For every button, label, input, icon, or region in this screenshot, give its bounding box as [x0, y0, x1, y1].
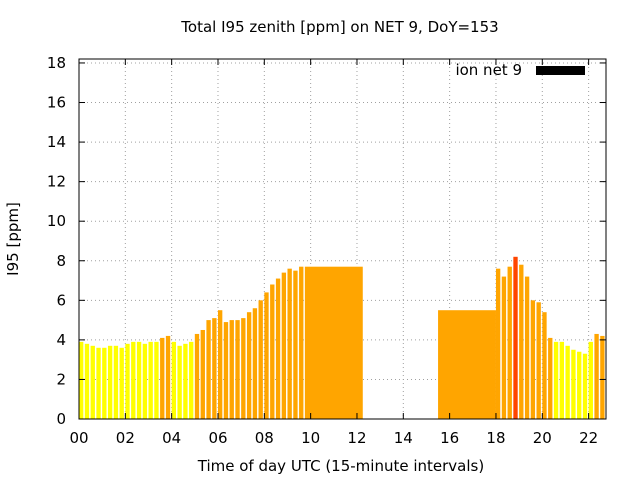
- bar: [299, 266, 304, 419]
- bar: [107, 345, 113, 419]
- chart-title: Total I95 zenith [ppm] on NET 9, DoY=153: [180, 18, 498, 36]
- bar: [264, 292, 269, 419]
- bar: [241, 318, 246, 419]
- bar: [84, 343, 90, 419]
- bar: [102, 347, 107, 419]
- bar: [148, 341, 153, 419]
- y-tick-label: 10: [47, 212, 66, 230]
- bar: [600, 335, 605, 419]
- bar: [565, 345, 570, 419]
- bar: [142, 343, 148, 419]
- bar: [246, 312, 252, 419]
- y-tick-label: 18: [47, 54, 66, 72]
- x-tick-label: 02: [116, 429, 135, 447]
- bar: [212, 318, 217, 419]
- bar: [559, 341, 565, 419]
- ticks: [78, 59, 606, 420]
- bar: [438, 310, 496, 419]
- bar: [217, 310, 223, 419]
- x-tick-label: 14: [394, 429, 413, 447]
- bar: [79, 341, 84, 419]
- bar: [577, 351, 582, 419]
- bar: [165, 335, 171, 419]
- x-tick-label: 10: [301, 429, 320, 447]
- bar: [582, 353, 588, 419]
- bar: [177, 345, 182, 419]
- bar: [495, 268, 501, 419]
- x-tick-label: 20: [533, 429, 552, 447]
- legend-swatch: [536, 66, 585, 75]
- bar: [258, 300, 263, 419]
- bar: [171, 341, 177, 419]
- bar: [270, 284, 275, 419]
- bar: [96, 347, 101, 419]
- x-tick-label: 08: [255, 429, 274, 447]
- x-tick-label: 22: [579, 429, 598, 447]
- bar: [548, 337, 553, 419]
- bar: [119, 347, 124, 419]
- bar: [275, 278, 281, 419]
- y-tick-label: 14: [47, 133, 66, 151]
- bar: [125, 343, 130, 419]
- bar: [90, 345, 95, 419]
- bar: [160, 337, 165, 419]
- bar: [194, 333, 200, 419]
- legend-label: ion net 9: [455, 61, 522, 79]
- bar: [293, 270, 298, 419]
- x-tick-label: 18: [486, 429, 505, 447]
- bar: [553, 341, 559, 419]
- bar: [281, 272, 287, 419]
- x-tick-label: 16: [440, 429, 459, 447]
- x-tick-label: 06: [208, 429, 227, 447]
- bar: [154, 341, 159, 419]
- bar: [304, 266, 363, 419]
- bar: [571, 349, 576, 419]
- bar: [200, 329, 205, 419]
- y-axis-label: I95 [ppm]: [4, 202, 22, 276]
- bar: [235, 320, 240, 419]
- bar: [131, 341, 136, 419]
- bar: [136, 341, 142, 419]
- bar: [113, 345, 119, 419]
- x-axis-label: Time of day UTC (15-minute intervals): [197, 457, 484, 475]
- bar: [501, 276, 507, 419]
- bar: [287, 268, 292, 419]
- bar: [594, 333, 599, 419]
- bar: [542, 312, 547, 419]
- bar: [588, 341, 593, 419]
- bar: [536, 302, 541, 419]
- bar: [524, 276, 530, 419]
- x-tick-labels: 00 02 04 06 08 10 12 14 16 18 20 22: [69, 429, 598, 447]
- bar: [223, 322, 229, 419]
- y-tick-labels: 0 2 4 6 8 10 12 14 16 18: [47, 54, 66, 428]
- bar: [183, 343, 188, 419]
- bar: [206, 320, 211, 419]
- x-tick-label: 00: [69, 429, 88, 447]
- y-tick-label: 16: [47, 94, 66, 112]
- bars: [79, 256, 605, 419]
- y-tick-label: 2: [56, 370, 66, 388]
- y-tick-label: 12: [47, 173, 66, 191]
- bar: [530, 300, 536, 419]
- bar: [519, 264, 524, 419]
- y-tick-label: 8: [56, 252, 66, 270]
- y-tick-label: 4: [56, 331, 66, 349]
- bar: [507, 266, 512, 419]
- x-tick-label: 12: [347, 429, 366, 447]
- y-tick-label: 0: [56, 410, 66, 428]
- legend: ion net 9: [455, 61, 585, 79]
- plot-frame: [78, 58, 607, 420]
- bar: [229, 320, 234, 419]
- bar: [189, 341, 194, 419]
- bar: [252, 308, 258, 419]
- y-tick-label: 6: [56, 291, 66, 309]
- x-tick-label: 04: [162, 429, 181, 447]
- bar: [513, 256, 518, 419]
